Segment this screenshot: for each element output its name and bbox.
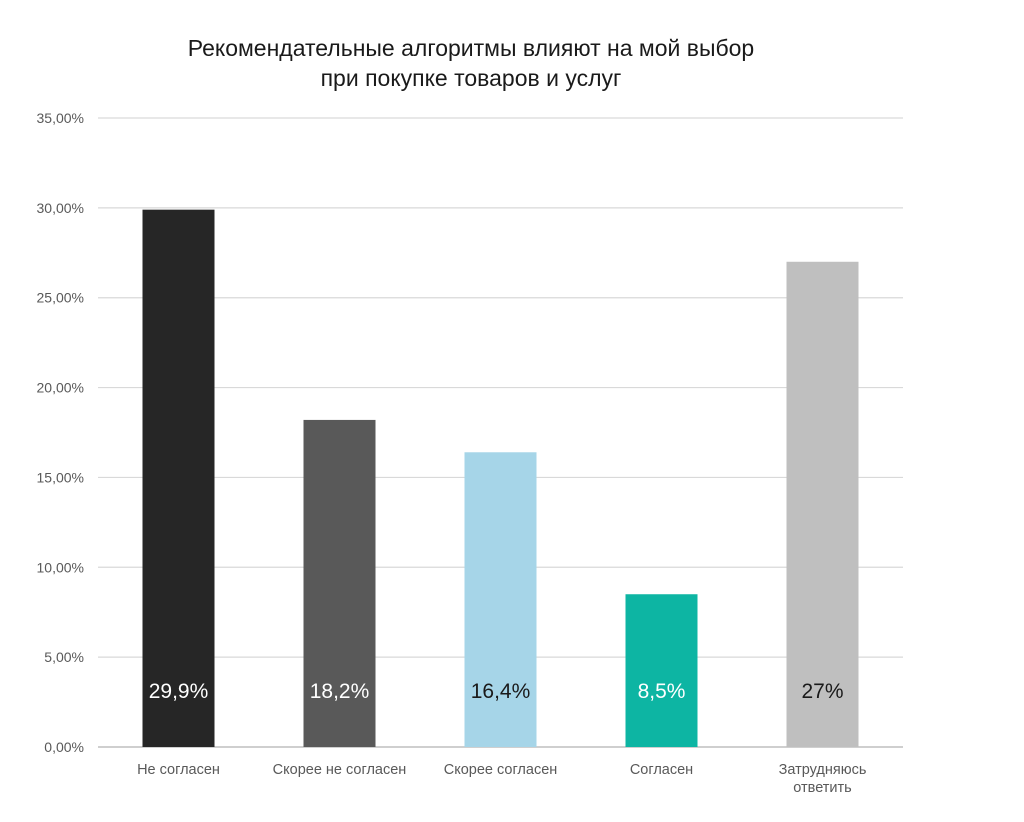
chart-title-line-1: Рекомендательные алгоритмы влияют на мой…	[188, 35, 754, 61]
bar	[786, 261, 859, 747]
y-tick-label: 10,00%	[37, 559, 84, 575]
y-tick-label: 30,00%	[37, 200, 84, 216]
category-label: ответить	[793, 780, 851, 796]
category-label: Затрудняюсь	[779, 762, 867, 778]
y-tick-label: 20,00%	[37, 380, 84, 396]
y-tick-label: 15,00%	[37, 469, 84, 485]
data-label: 29,9%	[149, 680, 209, 703]
bars	[142, 209, 859, 747]
y-axis-tick-labels: 0,00% 5,00% 10,00% 15,00% 20,00% 25,00% 30,00%…	[37, 110, 84, 755]
y-tick-label: 25,00%	[37, 290, 84, 306]
data-label: 16,4%	[471, 680, 531, 703]
y-tick-label: 5,00%	[44, 649, 84, 665]
bar	[464, 452, 537, 747]
x-axis-category-labels: Не согласен Скорее не согласен Скорее согл…	[137, 762, 866, 796]
y-tick-label: 35,00%	[37, 110, 84, 126]
bar	[142, 209, 215, 747]
category-label: Не согласен	[137, 762, 220, 778]
category-label: Согласен	[630, 762, 693, 778]
data-label: 27%	[801, 680, 843, 703]
data-label: 8,5%	[638, 680, 686, 703]
chart-title-line-2: при покупке товаров и услуг	[321, 65, 622, 91]
data-label: 18,2%	[310, 680, 370, 703]
bar	[625, 594, 698, 747]
bar	[303, 419, 376, 747]
category-label: Скорее согласен	[444, 762, 558, 778]
y-tick-label: 0,00%	[44, 739, 84, 755]
category-label: Скорее не согласен	[273, 762, 407, 778]
chart-title: Рекомендательные алгоритмы влияют на мой…	[188, 35, 754, 91]
data-labels: 29,9% 18,2% 16,4% 8,5% 27%	[149, 680, 844, 703]
